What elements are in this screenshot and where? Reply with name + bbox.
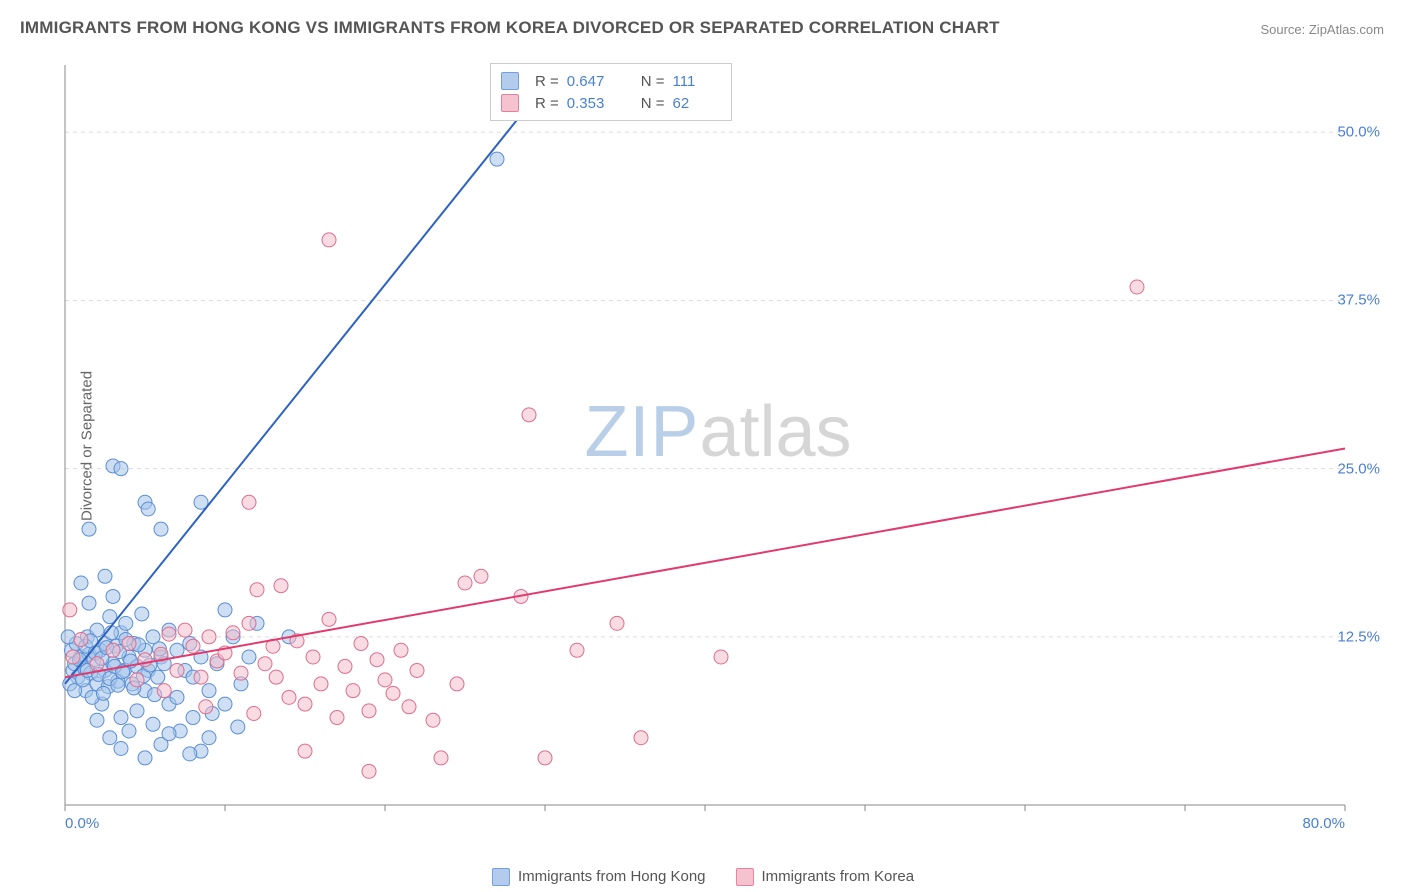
legend-label: Immigrants from Korea	[762, 868, 915, 885]
stat-r-label: R =	[535, 73, 559, 90]
stat-row: R = 0.647 N = 111	[501, 70, 721, 92]
page-title: IMMIGRANTS FROM HONG KONG VS IMMIGRANTS …	[20, 18, 1000, 38]
correlation-stats-box: R = 0.647 N = 111 R = 0.353 N = 62	[490, 63, 732, 121]
stat-n-value: 62	[673, 95, 721, 112]
legend-item: Immigrants from Korea	[736, 868, 915, 886]
stat-r-value: 0.353	[567, 95, 615, 112]
y-tick-label: 25.0%	[1337, 460, 1380, 477]
stat-row: R = 0.353 N = 62	[501, 92, 721, 114]
chart-area: ZIPatlas 12.5%25.0%37.5%50.0% 0.0%80.0% …	[50, 55, 1386, 840]
stat-r-value: 0.647	[567, 73, 615, 90]
legend-swatch	[501, 94, 519, 112]
y-tick-label: 37.5%	[1337, 292, 1380, 309]
legend-label: Immigrants from Hong Kong	[518, 868, 706, 885]
x-tick-label: 80.0%	[1302, 815, 1345, 832]
legend-swatch	[736, 868, 754, 886]
legend-swatch	[492, 868, 510, 886]
y-tick-label: 12.5%	[1337, 628, 1380, 645]
stat-r-label: R =	[535, 95, 559, 112]
stat-n-label: N =	[641, 95, 665, 112]
stat-n-label: N =	[641, 73, 665, 90]
stat-n-value: 111	[673, 73, 721, 90]
source-attribution: Source: ZipAtlas.com	[1260, 22, 1384, 37]
legend-swatch	[501, 72, 519, 90]
source-label: Source:	[1260, 22, 1308, 37]
legend-item: Immigrants from Hong Kong	[492, 868, 706, 886]
legend: Immigrants from Hong Kong Immigrants from…	[492, 868, 914, 886]
source-link[interactable]: ZipAtlas.com	[1309, 22, 1384, 37]
x-tick-label: 0.0%	[65, 815, 99, 832]
scatter-chart	[50, 55, 1386, 840]
y-tick-label: 50.0%	[1337, 124, 1380, 141]
